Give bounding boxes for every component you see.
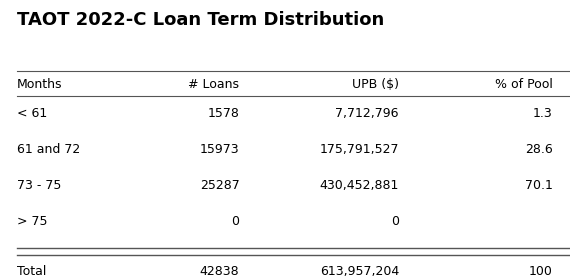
- Text: 28.6: 28.6: [525, 143, 553, 156]
- Text: 0: 0: [391, 215, 399, 228]
- Text: 100: 100: [529, 265, 553, 277]
- Text: 1.3: 1.3: [533, 107, 553, 120]
- Text: 430,452,881: 430,452,881: [320, 179, 399, 192]
- Text: 0: 0: [231, 215, 239, 228]
- Text: Total: Total: [17, 265, 47, 277]
- Text: > 75: > 75: [17, 215, 48, 228]
- Text: 15973: 15973: [200, 143, 239, 156]
- Text: % of Pool: % of Pool: [495, 78, 553, 91]
- Text: 7,712,796: 7,712,796: [336, 107, 399, 120]
- Text: 25287: 25287: [200, 179, 239, 192]
- Text: TAOT 2022-C Loan Term Distribution: TAOT 2022-C Loan Term Distribution: [17, 11, 384, 29]
- Text: # Loans: # Loans: [189, 78, 239, 91]
- Text: 175,791,527: 175,791,527: [320, 143, 399, 156]
- Text: 1578: 1578: [207, 107, 239, 120]
- Text: Months: Months: [17, 78, 63, 91]
- Text: 61 and 72: 61 and 72: [17, 143, 80, 156]
- Text: 613,957,204: 613,957,204: [320, 265, 399, 277]
- Text: 42838: 42838: [200, 265, 239, 277]
- Text: < 61: < 61: [17, 107, 47, 120]
- Text: 70.1: 70.1: [525, 179, 553, 192]
- Text: UPB ($): UPB ($): [352, 78, 399, 91]
- Text: 73 - 75: 73 - 75: [17, 179, 62, 192]
